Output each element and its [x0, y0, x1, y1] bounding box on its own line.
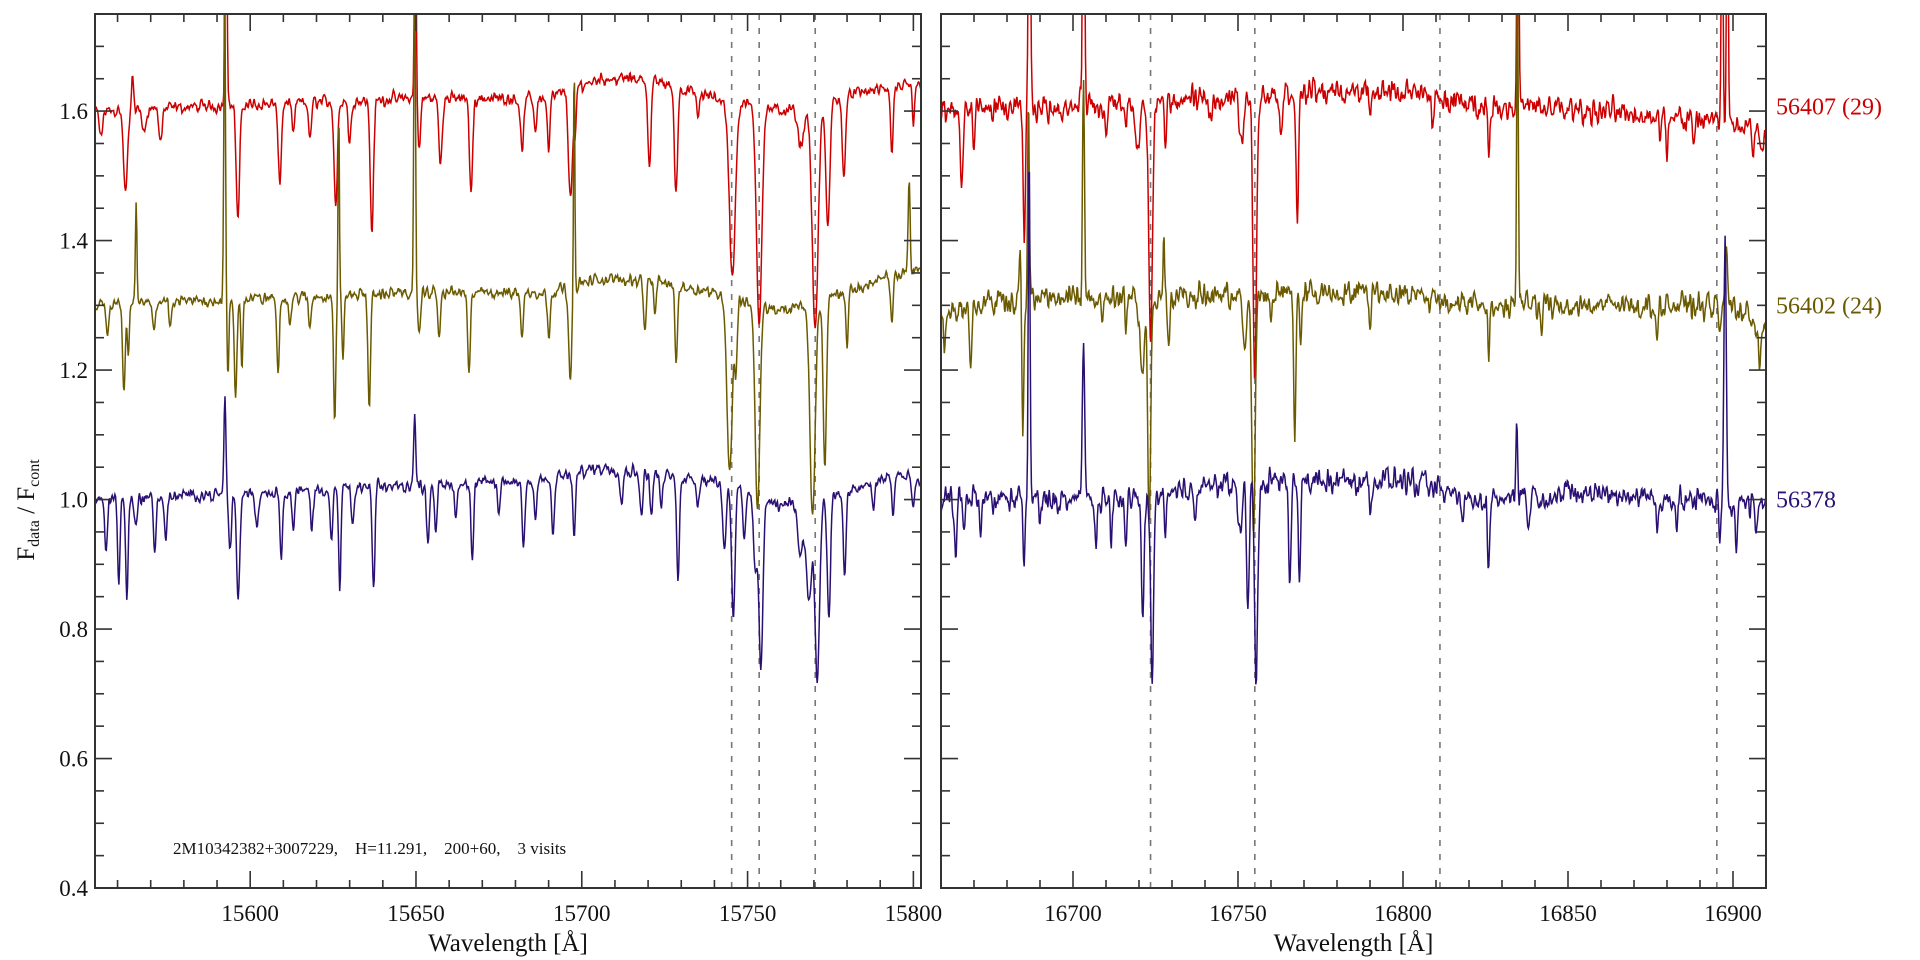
- y-tick-label: 1.0: [59, 488, 88, 513]
- x-axis-label: Wavelength [Å]: [1274, 930, 1434, 957]
- x-tick-label: 15650: [387, 901, 445, 926]
- spectrum-line-56402: [95, 14, 921, 515]
- y-tick-label: 1.2: [59, 358, 88, 383]
- x-tick-label: 16750: [1209, 901, 1267, 926]
- x-tick-label: 16800: [1374, 901, 1432, 926]
- series-label: 56402 (24): [1776, 293, 1882, 319]
- x-tick-label: 16900: [1704, 901, 1762, 926]
- panel-1: 15600 15650 15700 15750 15800 Wavelength [Å] 0…: [59, 13, 943, 957]
- x-tick-label: 15700: [553, 901, 611, 926]
- series-label: 56378: [1776, 488, 1836, 514]
- y-tick-label: 1.4: [59, 229, 88, 254]
- spectrum-line-56407: [941, 14, 1766, 380]
- x-tick-label: 15600: [221, 901, 279, 926]
- x-axis-label: Wavelength [Å]: [428, 930, 588, 957]
- y-tick-label: 0.6: [59, 747, 88, 772]
- y-tick-label: 1.6: [59, 99, 88, 124]
- y-tick-label: 0.8: [59, 617, 88, 642]
- x-tick-label: 15800: [885, 901, 943, 926]
- x-tick-label: 16700: [1044, 901, 1102, 926]
- y-axis-label: Fdata / Fcont: [13, 459, 43, 561]
- axes-frame: [940, 13, 1767, 889]
- y-tick-label: 0.4: [59, 876, 88, 901]
- panel-2: 16700 16750 16800 16850 16900 Wavelength [Å]: [940, 13, 1767, 957]
- axes-frame: [94, 13, 922, 889]
- spectrum-line-56407: [95, 14, 921, 329]
- star-info-annotation: 2M10342382+3007229, H=11.291, 200+60, 3 …: [173, 839, 566, 858]
- spectrum-line-56402: [941, 14, 1766, 532]
- spectrum-line-56378: [941, 171, 1766, 685]
- x-tick-label: 15750: [719, 901, 777, 926]
- series-label: 56407 (29): [1776, 95, 1882, 121]
- x-tick-label: 16850: [1539, 901, 1597, 926]
- spectrum-line-56378: [95, 396, 921, 684]
